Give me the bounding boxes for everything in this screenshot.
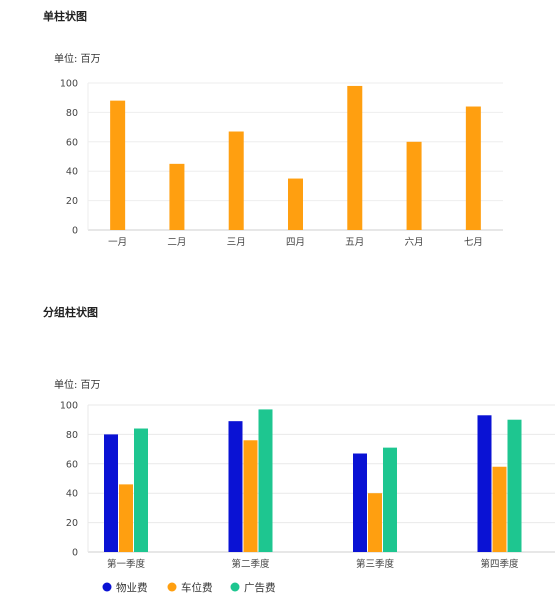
chart1-unit-label: 单位: 百万 [54,52,101,65]
chart1-bar [465,106,481,230]
chart2-bar [353,453,367,552]
chart2-bar [492,466,507,552]
chart2-y-tick-label: 80 [66,430,78,441]
chart1-y-tick-label: 40 [66,167,78,178]
chart2-y-tick-label: 40 [66,489,78,500]
chart2-bar [368,493,382,552]
chart1-x-tick-label: 五月 [345,237,364,248]
legend-dot-icon [102,582,112,592]
chart1-bar [228,131,244,230]
chart1-x-tick-label: 三月 [227,237,246,248]
chart2-unit-label: 单位: 百万 [54,378,101,391]
chart2-bar [477,415,492,552]
chart2-legend-label: 车位费 [181,581,213,594]
chart2-y-tick-label: 20 [66,518,78,529]
chart2-x-tick-label: 第四季度 [480,558,519,570]
chart2-legend-label: 广告费 [244,581,276,594]
chart2-y-tick-label: 0 [72,548,78,559]
legend-dot-icon [230,582,240,592]
chart2-y-tick-label: 100 [60,401,78,412]
chart1-x-tick-label: 七月 [464,237,483,248]
chart2-legend-item[interactable]: 车位费 [167,581,213,594]
chart2-x-tick-label: 第三季度 [356,558,395,570]
chart2-legend-item[interactable]: 物业费 [102,581,148,594]
chart1-x-tick-label: 二月 [167,237,186,248]
chart2-x-tick-label: 第二季度 [231,558,270,570]
chart2-legend-label: 物业费 [116,581,148,594]
chart1-y-tick-label: 20 [66,196,78,207]
chart2-bar [383,447,397,552]
chart2-bar [104,434,118,552]
chart1-x-tick-label: 六月 [405,236,424,248]
chart2-legend-item[interactable]: 广告费 [230,581,276,594]
chart2-x-tick-label: 第一季度 [107,558,146,570]
legend-dot-icon [167,582,177,592]
chart1-title: 单柱状图 [43,10,87,23]
chart1-y-tick-label: 80 [66,108,78,119]
chart2-bar [507,419,522,552]
chart2-title: 分组柱状图 [43,306,98,319]
chart2-bar [258,409,273,552]
grouped-bar-chart: 单位: 百万 0 20 40 60 80 100 第一季度 第二季度 第三季度 第四季度 物业费… [54,378,555,594]
chart1-x-tick-label: 一月 [108,237,127,248]
chart1-bar [169,163,185,230]
chart2-bar [134,428,148,552]
chart1-y-tick-label: 60 [66,137,78,148]
chart2-bar [119,484,133,552]
chart1-y-tick-label: 100 [60,79,78,90]
chart2-bar [228,421,243,552]
chart1-bar [347,85,363,230]
chart1-bar [288,178,303,230]
chart2-y-tick-label: 60 [66,459,78,470]
single-bar-chart: 单位: 百万 0 20 40 60 80 100 一月 二月 三月 四月 五月 六月 七月 [54,52,503,248]
chart2-bar [243,440,258,552]
chart1-bar [110,100,126,230]
chart1-y-tick-label: 0 [72,226,78,237]
chart1-x-tick-label: 四月 [286,237,305,248]
chart1-bar [406,141,422,230]
